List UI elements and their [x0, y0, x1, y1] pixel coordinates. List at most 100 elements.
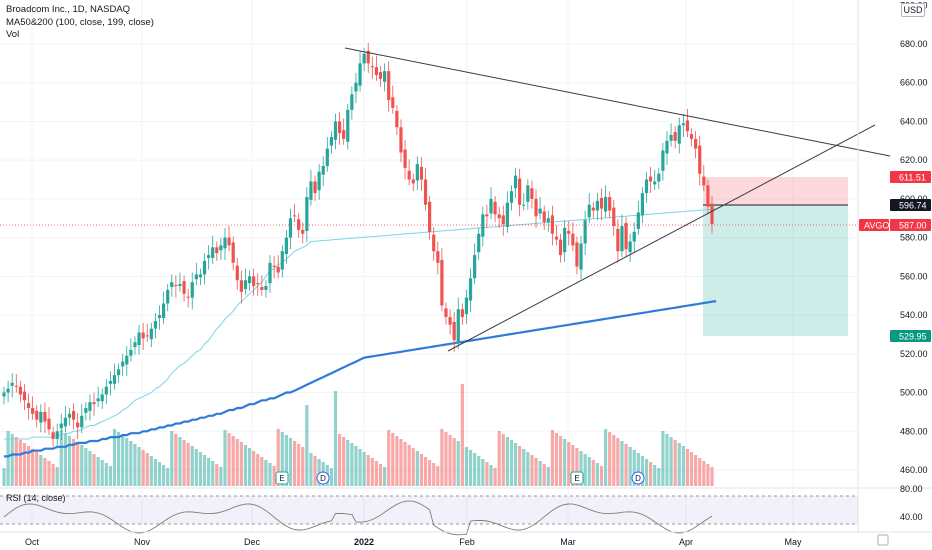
- candle: [689, 134, 694, 139]
- candle: [301, 229, 305, 234]
- volume-bar: [354, 446, 358, 486]
- volume-bar: [513, 443, 518, 486]
- volume-bar: [583, 454, 587, 486]
- volume-bar: [51, 464, 55, 486]
- volume-bar: [485, 462, 489, 486]
- rsi-upper-label: 80.00: [900, 484, 923, 494]
- price-tick-label: 480.00: [900, 426, 928, 436]
- volume-bar: [227, 433, 231, 486]
- candle: [681, 123, 685, 126]
- volume-bar: [350, 443, 354, 486]
- candle: [526, 185, 530, 202]
- volume-bar: [558, 436, 563, 486]
- candle: [550, 215, 554, 234]
- candle: [403, 149, 407, 168]
- candle: [411, 179, 415, 184]
- price-axis[interactable]: 700.00680.00660.00640.00620.00600.00580.…: [900, 0, 928, 475]
- event-marker-e[interactable]: E: [570, 471, 584, 485]
- candle: [256, 283, 260, 285]
- volume-bar: [76, 442, 80, 486]
- volume-bar: [14, 437, 18, 486]
- event-marker-d[interactable]: D: [631, 471, 645, 485]
- symbol-title[interactable]: Broadcom Inc., 1D, NASDAQ: [6, 4, 131, 15]
- volume-bar: [71, 439, 76, 486]
- volume-bar: [260, 457, 264, 486]
- candle: [342, 130, 346, 139]
- candle: [133, 342, 137, 348]
- svg-text:E: E: [279, 474, 284, 483]
- volume-bar: [92, 454, 96, 486]
- rsi-label[interactable]: RSI (14, close): [6, 493, 66, 503]
- candle: [35, 410, 39, 420]
- price-tick-label: 660.00: [900, 78, 928, 88]
- candle: [587, 204, 591, 218]
- position-tool[interactable]: [703, 177, 848, 336]
- candle: [43, 411, 47, 422]
- svg-text:D: D: [320, 474, 326, 483]
- volume-label[interactable]: Vol: [6, 29, 20, 40]
- volume-bar: [219, 467, 223, 486]
- volume-bar: [182, 440, 186, 486]
- symbol-badge: [859, 219, 889, 231]
- candle: [567, 230, 571, 234]
- event-marker-e[interactable]: E: [275, 471, 289, 485]
- time-tick-label: May: [784, 537, 802, 547]
- candle: [96, 398, 100, 402]
- time-axis[interactable]: Oct Nov Dec 2022 Feb Mar Apr May: [25, 537, 802, 547]
- volume-bar: [644, 459, 649, 486]
- event-marker-d[interactable]: D: [316, 471, 330, 485]
- volume-bar: [612, 435, 616, 486]
- candle: [423, 179, 428, 205]
- volume-bar: [423, 457, 428, 486]
- candle: [321, 165, 325, 175]
- volume-bar: [526, 452, 530, 486]
- candle: [583, 220, 587, 244]
- study-label[interactable]: MA50&200 (100, close, 199, close): [6, 16, 154, 28]
- volume-bar: [653, 465, 657, 486]
- volume-bar: [673, 440, 677, 486]
- candle: [485, 214, 489, 217]
- volume-bar: [432, 463, 436, 486]
- symbol-badge-text: AVGO: [864, 221, 889, 231]
- volume-bar: [403, 442, 407, 486]
- candle: [440, 259, 444, 306]
- candle: [448, 317, 452, 325]
- volume-bar: [624, 444, 628, 486]
- volume-bar: [252, 451, 256, 486]
- target-zone: [703, 205, 848, 336]
- candle: [297, 219, 301, 230]
- time-tick-label: Dec: [244, 537, 261, 547]
- currency-button[interactable]: USD: [901, 3, 925, 17]
- volume-bar: [395, 436, 399, 486]
- volume-bar: [657, 468, 661, 486]
- volume-bar: [243, 445, 248, 486]
- volume-bar: [522, 449, 526, 486]
- candle: [579, 243, 583, 270]
- settings-button[interactable]: [877, 534, 889, 546]
- candle: [31, 408, 35, 414]
- volume-bar: [464, 447, 469, 486]
- upper-resistance-trendline[interactable]: [344, 47, 891, 157]
- volume-bar: [571, 445, 575, 486]
- candle: [436, 251, 440, 263]
- volume-bar: [419, 454, 424, 486]
- candle: [698, 145, 702, 174]
- candle: [366, 50, 370, 64]
- candle: [108, 380, 113, 384]
- candle: [235, 265, 239, 281]
- candle: [616, 228, 620, 252]
- lower-support-trendline[interactable]: [447, 124, 876, 352]
- candle: [116, 369, 121, 376]
- candle: [432, 234, 436, 252]
- candle: [71, 410, 76, 420]
- volume-bar: [149, 456, 153, 486]
- candle: [694, 138, 698, 149]
- price-tick-label: 620.00: [900, 155, 928, 165]
- volume-bar: [616, 438, 620, 486]
- time-tick-label: 2022: [354, 537, 374, 547]
- candle: [407, 170, 411, 180]
- price-tick-label: 600.00: [900, 194, 928, 204]
- candle: [505, 202, 509, 227]
